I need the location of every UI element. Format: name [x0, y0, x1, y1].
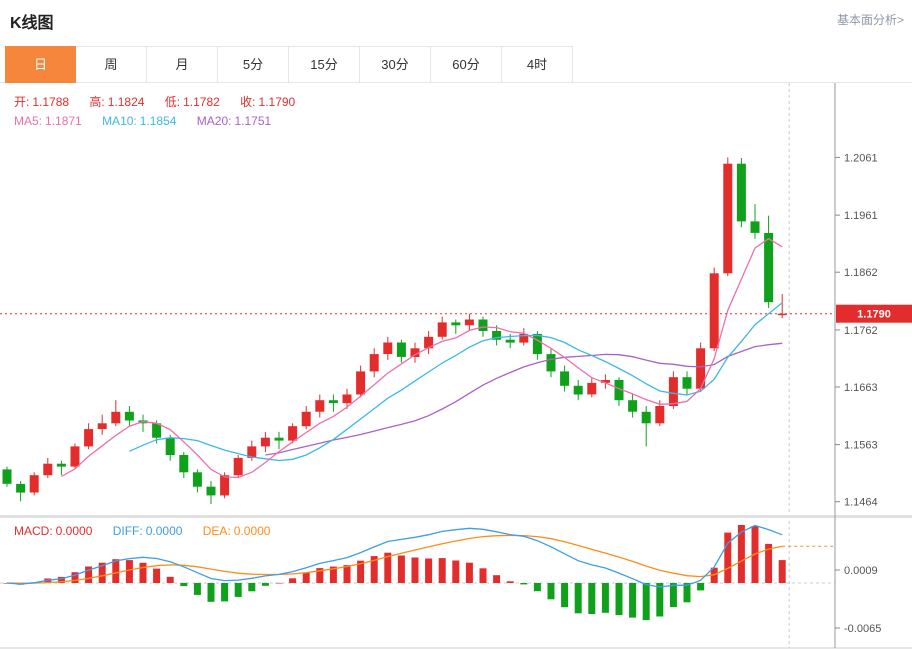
- diff-item: DIFF: 0.0000: [113, 524, 186, 538]
- ohlc-low: 低: 1.1782: [165, 95, 223, 109]
- kline-chart-canvas[interactable]: 1.2061 1.1961 1.1862 1.1762 1.1663 1.1563 1.14…: [0, 83, 912, 650]
- dea-item: DEA: 0.0000: [203, 524, 274, 538]
- svg-text:1.1961: 1.1961: [844, 210, 878, 222]
- tab-week[interactable]: 周: [76, 46, 147, 83]
- ma20-legend: MA20: 1.1751: [197, 114, 274, 128]
- macd-item: MACD: 0.0000: [14, 524, 95, 538]
- price-axis: 1.2061 1.1961 1.1862 1.1762 1.1663 1.1563 1.14…: [834, 83, 878, 648]
- macd-legend: MACD: 0.0000 DIFF: 0.0000 DEA: 0.0000: [14, 524, 287, 538]
- svg-text:0.0009: 0.0009: [844, 565, 878, 577]
- ohlc-open: 开: 1.1788: [14, 95, 72, 109]
- svg-text:1.2061: 1.2061: [844, 152, 878, 164]
- macd-histogram: [3, 525, 786, 621]
- ma10-legend: MA10: 1.1854: [102, 114, 179, 128]
- svg-text:1.1464: 1.1464: [844, 497, 878, 509]
- fundamental-analysis-link[interactable]: 基本面分析>: [836, 13, 904, 27]
- svg-text:1.1862: 1.1862: [844, 267, 878, 279]
- ohlc-open-label: 开:: [14, 95, 30, 109]
- ohlc-high: 高: 1.1824: [89, 95, 147, 109]
- candles-layer: [2, 157, 787, 504]
- ohlc-close: 收: 1.1790: [240, 95, 298, 109]
- ohlc-low-label: 低:: [164, 95, 181, 109]
- tab-min5[interactable]: 5分: [218, 46, 289, 83]
- tab-hour4[interactable]: 4时: [502, 46, 573, 83]
- ma-legend: MA5: 1.1871 MA10: 1.1854 MA20: 1.1751: [14, 114, 288, 128]
- page-title: K线图: [10, 15, 54, 32]
- ma5-line: [61, 237, 783, 479]
- svg-text:-0.0065: -0.0065: [844, 623, 881, 635]
- tab-month[interactable]: 月: [147, 46, 218, 83]
- chart-area: 1.2061 1.1961 1.1862 1.1762 1.1663 1.1563 1.14…: [0, 83, 912, 650]
- dea-label: DEA:: [202, 524, 231, 538]
- diff-label: DIFF:: [112, 524, 143, 538]
- ma5-legend: MA5: 1.1871: [14, 114, 85, 128]
- header: K线图 基本面分析>: [0, 0, 912, 46]
- ohlc-legend: 开: 1.1788 高: 1.1824 低: 1.1782 收: 1.1790: [14, 93, 312, 110]
- ma5-value: 1.1871: [45, 114, 82, 128]
- macd-label: MACD:: [14, 524, 53, 538]
- ma10-label: MA10:: [102, 114, 137, 128]
- tab-min60[interactable]: 60分: [431, 46, 502, 83]
- ohlc-close-label: 收:: [240, 95, 256, 109]
- svg-text:1.1790: 1.1790: [857, 309, 891, 321]
- dea-line: [6, 534, 783, 584]
- ma20-value: 1.1751: [234, 114, 272, 128]
- ma20-line: [265, 342, 783, 456]
- diff-value: 0.0000: [145, 524, 183, 538]
- current-price-tag: 1.1790: [836, 304, 912, 323]
- ma10-line: [129, 302, 783, 462]
- ohlc-open-value: 1.1788: [32, 95, 70, 109]
- dea-value: 0.0000: [233, 524, 271, 538]
- interval-tabbar: 日周月 5分 15分 30分 60分 4时: [0, 46, 912, 83]
- panel-separator: [0, 515, 912, 649]
- ohlc-high-label: 高:: [89, 95, 105, 109]
- ohlc-close-value: 1.1790: [258, 95, 296, 109]
- ohlc-low-value: 1.1782: [183, 95, 220, 109]
- ma5-label: MA5:: [14, 114, 43, 128]
- tab-min15[interactable]: 15分: [289, 46, 360, 83]
- ma10-value: 1.1854: [139, 114, 177, 128]
- svg-text:1.1663: 1.1663: [844, 382, 878, 394]
- diff-line: [6, 524, 783, 588]
- macd-value: 0.0000: [55, 524, 93, 538]
- tab-day[interactable]: 日: [5, 46, 76, 83]
- svg-text:1.1563: 1.1563: [844, 440, 878, 452]
- svg-text:1.1762: 1.1762: [844, 325, 878, 337]
- ohlc-high-value: 1.1824: [107, 95, 145, 109]
- macd-axis: 0.0009 -0.0065: [835, 565, 881, 635]
- tab-min30[interactable]: 30分: [360, 46, 431, 83]
- ma20-label: MA20:: [196, 114, 232, 128]
